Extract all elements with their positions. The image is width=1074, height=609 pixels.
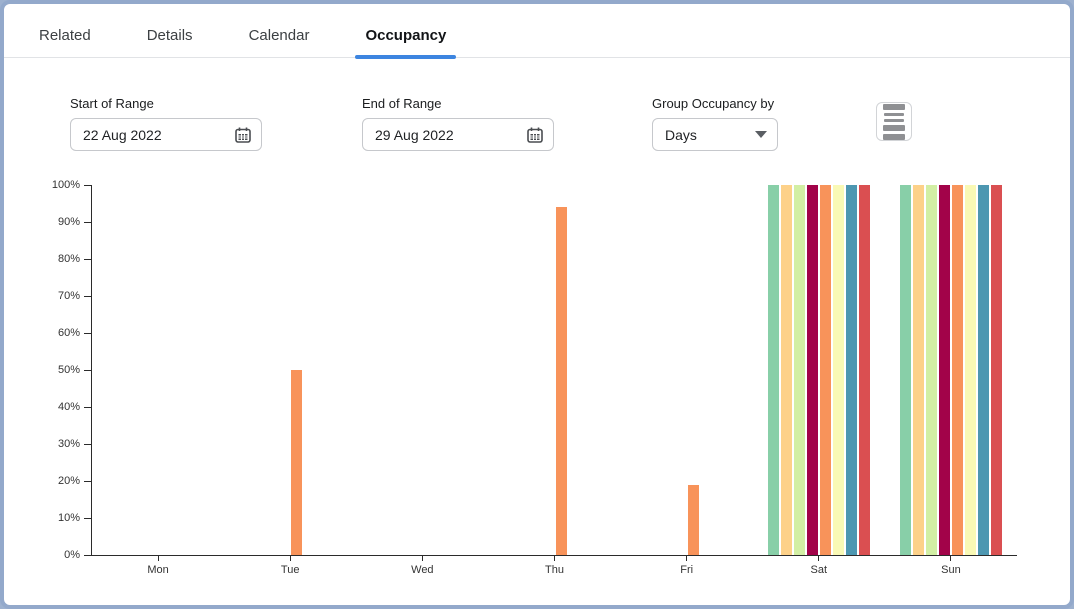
start-of-range-value: 22 Aug 2022 — [83, 126, 162, 143]
end-of-range-field: End of Range 29 Aug 2022 — [362, 96, 554, 151]
x-axis-label: Sat — [810, 564, 828, 576]
tab-related[interactable]: Related — [39, 27, 91, 44]
end-of-range-label: End of Range — [362, 96, 442, 111]
tab-calendar[interactable]: Calendar — [248, 27, 310, 44]
group-by-select[interactable]: Days — [652, 118, 778, 151]
bar-series-5-orange — [819, 185, 831, 555]
y-axis-label: 90% — [57, 216, 80, 228]
y-axis-label: 10% — [57, 512, 80, 524]
x-axis-tick — [421, 555, 423, 561]
x-axis-label: Sun — [941, 564, 961, 576]
bar-series-1-green — [899, 185, 911, 555]
y-axis-tick — [84, 221, 91, 223]
y-axis-label: 80% — [57, 253, 80, 265]
bar-series-5-orange — [951, 185, 963, 555]
bar-series-3-lightgreen — [793, 185, 805, 555]
y-axis-tick — [84, 480, 91, 482]
start-of-range-input[interactable]: 22 Aug 2022 — [70, 118, 262, 151]
y-axis-tick — [84, 443, 91, 445]
bar-series-8-red — [990, 185, 1002, 555]
group-occupancy-field: Group Occupancy by Days — [652, 96, 778, 151]
y-axis-tick — [84, 332, 91, 334]
y-axis-label: 0% — [64, 549, 80, 561]
y-axis-label: 40% — [57, 401, 80, 413]
y-axis-label: 50% — [57, 364, 80, 376]
x-axis-tick — [289, 555, 291, 561]
x-axis-label: Fri — [680, 564, 694, 576]
bar-series-5-orange — [291, 370, 303, 555]
calendar-icon[interactable] — [527, 127, 543, 143]
y-axis-tick — [84, 258, 91, 260]
chevron-down-icon — [755, 131, 767, 138]
y-axis-tick — [84, 295, 91, 297]
end-of-range-value: 29 Aug 2022 — [375, 126, 454, 143]
x-axis-label: Tue — [280, 564, 300, 576]
bar-series-6-paleyellow — [964, 185, 976, 555]
end-of-range-input[interactable]: 29 Aug 2022 — [362, 118, 554, 151]
calendar-icon[interactable] — [235, 127, 251, 143]
y-axis-label: 100% — [51, 179, 80, 191]
x-axis-tick — [686, 555, 688, 561]
y-axis-tick — [84, 517, 91, 519]
tab-occupancy[interactable]: Occupancy — [355, 20, 457, 59]
bar-series-6-paleyellow — [832, 185, 844, 555]
y-axis-tick — [84, 184, 91, 186]
x-axis-tick — [157, 555, 159, 561]
tab-details[interactable]: Details — [146, 27, 193, 44]
y-axis-label: 20% — [57, 475, 80, 487]
y-axis-label: 30% — [57, 438, 80, 450]
bar-series-1-green — [767, 185, 779, 555]
x-axis-label: Thu — [545, 564, 564, 576]
bar-series-7-blue — [977, 185, 989, 555]
start-of-range-label: Start of Range — [70, 96, 154, 111]
y-axis-label: 70% — [57, 290, 80, 302]
start-of-range-field: Start of Range 22 Aug 2022 — [70, 96, 262, 151]
bar-series-4-crimson — [938, 185, 950, 555]
x-axis-tick — [554, 555, 555, 561]
x-axis-label: Mon — [147, 564, 169, 576]
x-axis-tick — [818, 555, 820, 561]
bar-series-5-orange — [555, 207, 567, 555]
tab-bar: Related Details Calendar Occupancy — [4, 20, 1070, 59]
group-occupancy-label: Group Occupancy by — [652, 96, 775, 111]
y-axis-label: 60% — [57, 327, 80, 339]
bar-series-5-orange — [687, 484, 699, 555]
y-axis-tick — [84, 369, 91, 371]
bar-series-8-red — [858, 185, 870, 555]
bar-series-4-crimson — [806, 185, 818, 555]
bar-series-2-peach — [912, 185, 924, 555]
chart-menu-button[interactable] — [876, 102, 912, 141]
plot-area: 0% 10% 20% 30% 40% 50% 60% 70% 80% 90% 100% Mon Tue W… — [52, 179, 1017, 576]
y-axis-tick — [84, 406, 91, 408]
bar-series-7-blue — [845, 185, 857, 555]
y-axis-tick — [84, 554, 91, 556]
x-axis-label: Wed — [411, 564, 434, 576]
group-by-value: Days — [665, 126, 697, 143]
x-axis-tick — [950, 555, 952, 561]
bar-series-3-lightgreen — [925, 185, 937, 555]
bar-series-2-peach — [780, 185, 792, 555]
